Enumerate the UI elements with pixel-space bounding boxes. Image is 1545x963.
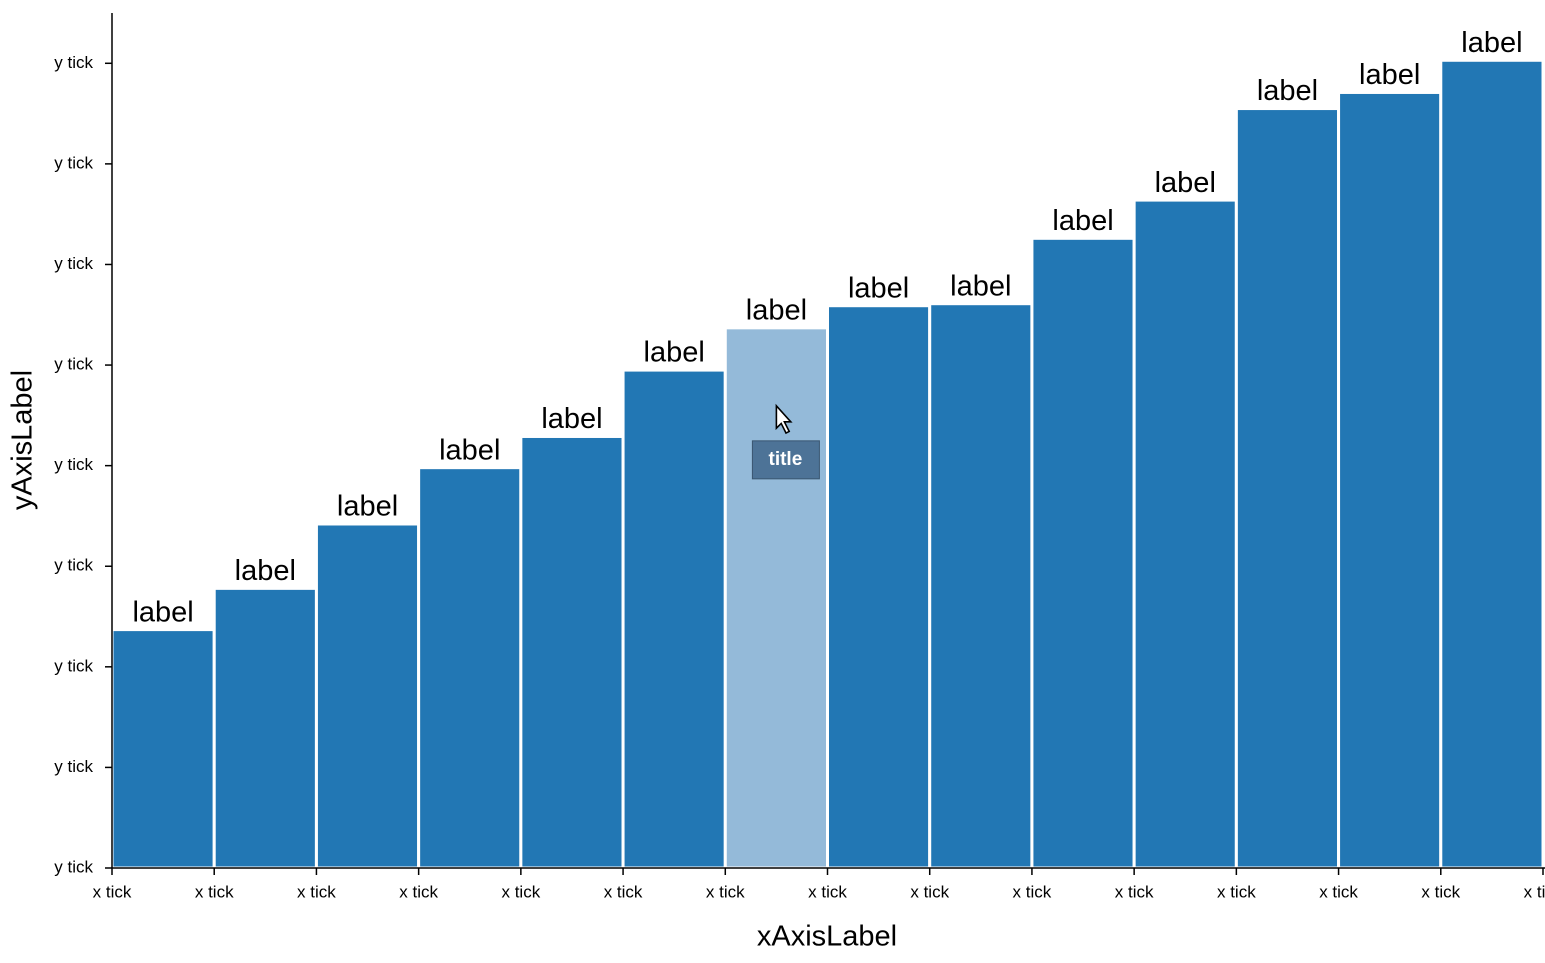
bar-label: label bbox=[1461, 27, 1522, 59]
x-tick-label: x tick bbox=[808, 882, 847, 901]
x-tick-label: x tick bbox=[1524, 882, 1545, 901]
x-axis-label: xAxisLabel bbox=[757, 921, 897, 953]
bar-label: label bbox=[746, 294, 807, 326]
x-tick-label: x tick bbox=[399, 882, 438, 901]
bar bbox=[314, 522, 421, 870]
x-tick-label: x tick bbox=[706, 882, 745, 901]
bar-label: label bbox=[235, 555, 296, 587]
cursor bbox=[775, 403, 793, 435]
bar bbox=[826, 304, 932, 870]
y-tick-label: y tick bbox=[54, 556, 93, 575]
bar bbox=[1132, 198, 1238, 870]
bar-label: label bbox=[1155, 167, 1216, 199]
bar bbox=[212, 586, 318, 870]
y-tick-label: y tick bbox=[54, 355, 93, 374]
bar bbox=[621, 368, 727, 870]
x-tick-label: x tick bbox=[195, 882, 234, 901]
y-tick-label: y tick bbox=[54, 53, 93, 72]
bar bbox=[519, 434, 625, 870]
bar-label: label bbox=[1359, 59, 1420, 91]
bar-label: label bbox=[541, 403, 602, 435]
bar bbox=[417, 466, 523, 870]
bar-label: label bbox=[439, 434, 500, 466]
y-tick-label: y tick bbox=[54, 455, 93, 474]
bar bbox=[1030, 236, 1136, 870]
bar-label: label bbox=[1257, 75, 1318, 107]
y-axis-label: yAxisLabel bbox=[7, 370, 39, 510]
bar-label: label bbox=[132, 596, 193, 628]
y-tick-label: y tick bbox=[54, 254, 93, 273]
x-tick-label: x tick bbox=[93, 882, 132, 901]
x-tick-label: x tick bbox=[1217, 882, 1256, 901]
bar-label: label bbox=[950, 270, 1011, 302]
x-tick-label: x tick bbox=[1421, 882, 1460, 901]
y-tick-label: y tick bbox=[54, 656, 93, 675]
x-tick-label: x tick bbox=[1115, 882, 1154, 901]
bar-label: label bbox=[848, 272, 909, 304]
y-tick-label: y tick bbox=[54, 153, 93, 172]
y-tick-label: y tick bbox=[54, 857, 93, 876]
y-tick-label: y tick bbox=[54, 757, 93, 776]
bar-label: label bbox=[644, 337, 705, 369]
x-tick-label: x tick bbox=[501, 882, 540, 901]
x-tick-label: x tick bbox=[1319, 882, 1358, 901]
x-tick-label: x tick bbox=[297, 882, 336, 901]
tooltip-text: title bbox=[769, 449, 803, 470]
bar bbox=[1439, 58, 1545, 870]
bar bbox=[1337, 90, 1443, 870]
x-tick-label: x tick bbox=[910, 882, 949, 901]
bar bbox=[1234, 107, 1341, 870]
x-tick-label: x tick bbox=[1013, 882, 1052, 901]
tooltip-box bbox=[751, 440, 820, 480]
bar bbox=[928, 302, 1034, 870]
tooltip: title bbox=[751, 403, 820, 480]
bar bbox=[110, 628, 216, 870]
x-tick-label: x tick bbox=[604, 882, 643, 901]
bar-label: label bbox=[1052, 205, 1113, 237]
bar-label: label bbox=[337, 491, 398, 523]
